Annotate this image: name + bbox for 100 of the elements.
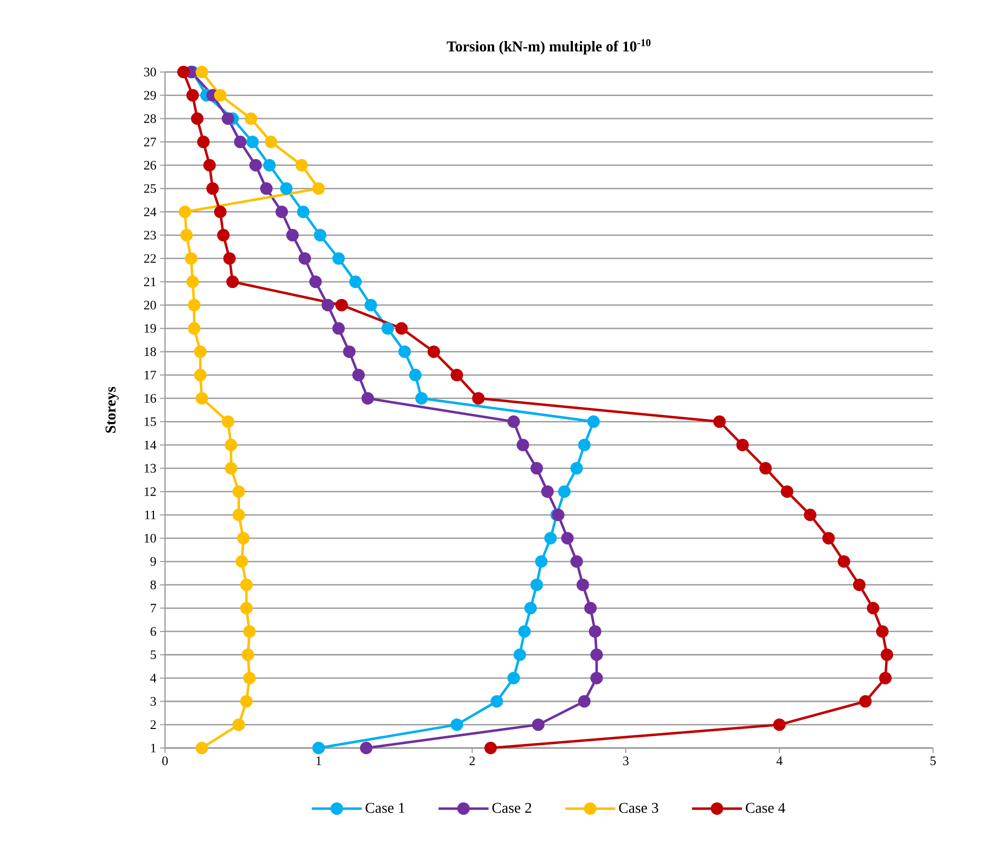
point <box>226 276 239 288</box>
point <box>232 718 245 731</box>
point <box>428 345 440 358</box>
point <box>484 742 497 754</box>
point <box>524 602 537 614</box>
point <box>558 485 571 498</box>
point <box>275 206 288 218</box>
y-tick-label: 18 <box>144 347 156 356</box>
point <box>859 695 872 708</box>
point <box>322 298 334 312</box>
point <box>186 276 199 288</box>
y-tick-label: 17 <box>144 370 156 380</box>
point <box>298 252 312 265</box>
point <box>243 672 256 684</box>
point <box>360 742 372 754</box>
point <box>398 345 411 358</box>
point <box>296 206 310 218</box>
y-tick-label: 19 <box>144 324 156 333</box>
point <box>191 112 204 125</box>
point <box>314 228 326 242</box>
y-tick-label: 10 <box>144 534 156 543</box>
point <box>879 672 892 684</box>
y-tick-label: 13 <box>144 464 156 473</box>
y-tick-label: 9 <box>150 557 156 566</box>
y-tick-label: 27 <box>144 138 156 146</box>
point <box>223 252 236 265</box>
y-tick-label: 25 <box>144 184 156 193</box>
point <box>332 322 345 335</box>
point <box>381 322 394 335</box>
point <box>780 485 794 498</box>
point <box>249 158 262 172</box>
point <box>576 578 590 592</box>
point <box>214 206 227 218</box>
y-tick-label: 5 <box>150 650 156 660</box>
point <box>535 555 548 568</box>
legend-label: Case 1 <box>366 802 404 813</box>
point <box>246 136 259 148</box>
y-axis-title: Storeys <box>106 386 119 433</box>
point <box>196 66 208 78</box>
legend-label: Case 3 <box>619 802 658 813</box>
point <box>822 532 835 544</box>
point <box>570 462 583 475</box>
x-tick-label: 1 <box>316 756 322 766</box>
point <box>197 136 210 148</box>
point <box>588 625 602 638</box>
point <box>286 228 299 242</box>
point <box>194 345 207 358</box>
point <box>838 555 850 568</box>
point <box>584 602 597 614</box>
point <box>866 602 880 614</box>
point <box>395 322 408 335</box>
y-tick-label: 16 <box>144 394 156 403</box>
point <box>759 462 772 475</box>
y-tick-label: 8 <box>150 580 156 590</box>
y-tick-label: 23 <box>144 230 156 240</box>
point <box>516 438 530 452</box>
point <box>236 555 248 568</box>
point <box>222 415 234 428</box>
point <box>242 648 254 662</box>
legend-label: Case 2 <box>492 802 532 813</box>
point <box>561 532 574 544</box>
y-tick-label: 11 <box>145 510 156 520</box>
point <box>186 89 199 102</box>
point <box>237 532 250 544</box>
point <box>490 695 504 708</box>
y-tick-label: 12 <box>144 487 156 496</box>
point <box>188 322 200 335</box>
point <box>773 718 786 731</box>
point <box>240 602 253 614</box>
point <box>880 648 894 662</box>
point <box>570 555 583 568</box>
point <box>232 485 245 498</box>
y-tick-label: 20 <box>144 300 156 310</box>
y-tick-label: 21 <box>144 278 156 286</box>
point <box>180 228 193 242</box>
point <box>364 298 378 312</box>
point <box>188 298 200 312</box>
point <box>244 112 258 125</box>
point <box>234 136 247 148</box>
y-tick-label: 3 <box>150 697 156 706</box>
point <box>232 508 245 522</box>
point <box>590 648 603 662</box>
point <box>578 438 591 452</box>
chart-title: Torsion (kN-m) multiple of 10$^{-10}$ <box>446 39 651 54</box>
point <box>222 112 234 125</box>
point <box>280 182 293 195</box>
y-tick-label: 14 <box>144 440 156 450</box>
y-tick-label: 24 <box>144 208 156 216</box>
point <box>352 368 365 382</box>
point <box>224 438 238 452</box>
point <box>736 438 749 452</box>
legend-label: Case 4 <box>746 802 786 813</box>
x-tick-label: 0 <box>162 756 168 766</box>
y-tick-label: 2 <box>150 720 156 729</box>
y-tick-label: 7 <box>150 604 156 612</box>
point <box>177 66 190 78</box>
point <box>196 742 208 754</box>
point <box>532 718 544 731</box>
point <box>514 648 526 662</box>
y-tick-label: 26 <box>144 160 156 170</box>
